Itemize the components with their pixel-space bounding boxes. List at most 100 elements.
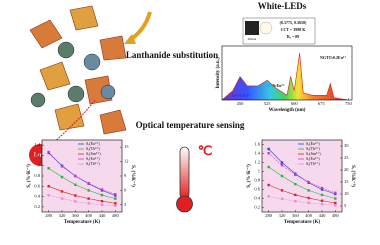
series-line	[268, 148, 336, 195]
legend-label: Sᵣ(Eu³⁺)	[306, 156, 320, 161]
y-tick-label: 1.2	[254, 160, 260, 165]
cation	[100, 84, 116, 100]
polyhedron	[99, 109, 127, 135]
marker	[334, 201, 337, 205]
y2-tick-label: 10	[344, 191, 349, 196]
substitution-arrow	[44, 99, 96, 151]
substitution-label: Lanthanide substitution	[126, 50, 218, 60]
series-line	[268, 184, 336, 204]
y2-axis-label: Sᵣ (%K⁻¹)	[130, 165, 136, 187]
marker	[100, 200, 104, 203]
y-tick-label: 0.4	[34, 194, 40, 199]
y2-tick-label: 9	[124, 173, 127, 178]
series-line	[268, 166, 336, 199]
marker	[320, 188, 324, 191]
marker	[114, 204, 117, 207]
led-title: White-LEDs	[258, 1, 307, 11]
legend-label: Sᵣ(Eu³⁺)	[86, 156, 100, 161]
marker	[267, 147, 270, 151]
marker	[60, 190, 64, 193]
legend-label: Sₐ(Sm³⁺)	[86, 151, 101, 156]
y-tick-label: 0.6	[254, 187, 260, 192]
sensing-title: Optical temperature sensing	[136, 120, 245, 130]
plot-frame	[221, 45, 353, 101]
polyhedron	[69, 5, 99, 31]
thermometer-tube	[179, 146, 190, 200]
legend-label: Sₐ(Tb³⁺)	[306, 146, 320, 151]
thermometer	[176, 146, 193, 213]
plot-background	[42, 140, 122, 212]
led-glow	[259, 21, 273, 35]
legend-label: Sₐ(Eu³⁺)	[306, 141, 320, 146]
plot-background	[262, 140, 342, 212]
marker	[320, 199, 324, 202]
marker	[307, 201, 310, 205]
marker	[87, 202, 90, 205]
legend-label: Sₐ(Sm³⁺)	[306, 151, 321, 156]
marker	[74, 174, 77, 178]
unit-symbol: ℃	[198, 143, 213, 158]
marker	[294, 173, 297, 176]
y-tick-label: 1.2	[34, 152, 40, 157]
cation	[67, 85, 85, 103]
marker	[320, 186, 324, 190]
marker	[100, 193, 104, 197]
series-line	[48, 194, 116, 207]
marker	[87, 197, 90, 200]
spectrum-line	[221, 53, 349, 101]
marker	[74, 200, 77, 203]
marker	[60, 165, 64, 168]
marker	[267, 152, 270, 155]
x-axis-label: Temperature (K)	[284, 220, 321, 225]
marker	[280, 189, 284, 192]
polyhedron	[54, 103, 85, 131]
x-tick-label: 320	[59, 213, 67, 218]
marker	[307, 180, 310, 184]
y-tick-label: 0.8	[254, 178, 260, 183]
marker	[294, 182, 297, 186]
marker	[47, 194, 50, 197]
polyhedron	[99, 35, 127, 61]
marker	[100, 188, 104, 191]
series-line	[48, 151, 116, 195]
phosphor-label: BSS:Eu²⁺	[268, 83, 285, 88]
phosphor-label: NGTO:0.2Eu³⁺	[320, 55, 346, 60]
plot-frame	[261, 139, 343, 213]
y2-axis-label: Sᵣ (%K⁻¹)	[350, 165, 356, 187]
x-axis-label: Wavelength (nm)	[269, 108, 306, 113]
y2-tick-label: 3	[124, 202, 127, 207]
x-tick-label: 360	[292, 213, 300, 218]
x-tick-label: 750	[345, 101, 353, 106]
arrowhead	[124, 34, 136, 44]
marker	[334, 204, 337, 207]
x-tick-label: 675	[318, 101, 326, 106]
marker	[87, 189, 90, 192]
cation	[83, 53, 101, 71]
y-tick-label: 1.4	[34, 142, 40, 147]
plot-frame	[41, 139, 123, 213]
x-axis-label: Temperature (K)	[64, 220, 101, 225]
x-tick-label: 450	[237, 101, 245, 106]
marker	[307, 189, 310, 192]
x-tick-label: 480	[112, 213, 120, 218]
marker	[47, 185, 50, 188]
x-tick-label: 440	[319, 213, 327, 218]
spectrum-area	[222, 53, 349, 100]
marker	[280, 161, 284, 164]
y-tick-label: 1	[258, 169, 260, 174]
x-tick-label: 440	[99, 213, 107, 218]
y-axis-label: Sₐ (%·K⁻¹)	[26, 164, 32, 188]
x-tick-label: 400	[85, 213, 93, 218]
legend-label: Sᵣ(Tb³⁺)	[306, 161, 320, 166]
series-line	[268, 196, 336, 206]
y-tick-label: 0.6	[34, 183, 40, 188]
legend-label: Sᵣ(Tb³⁺)	[86, 161, 100, 166]
y2-tick-label: 25	[344, 155, 349, 160]
y2-tick-label: 12	[124, 159, 129, 164]
y-tick-label: 0.2	[34, 204, 40, 209]
y-tick-label: 0.8	[34, 173, 40, 178]
marker	[74, 194, 77, 197]
thermometer-bulb	[176, 195, 193, 213]
marker	[114, 194, 117, 197]
